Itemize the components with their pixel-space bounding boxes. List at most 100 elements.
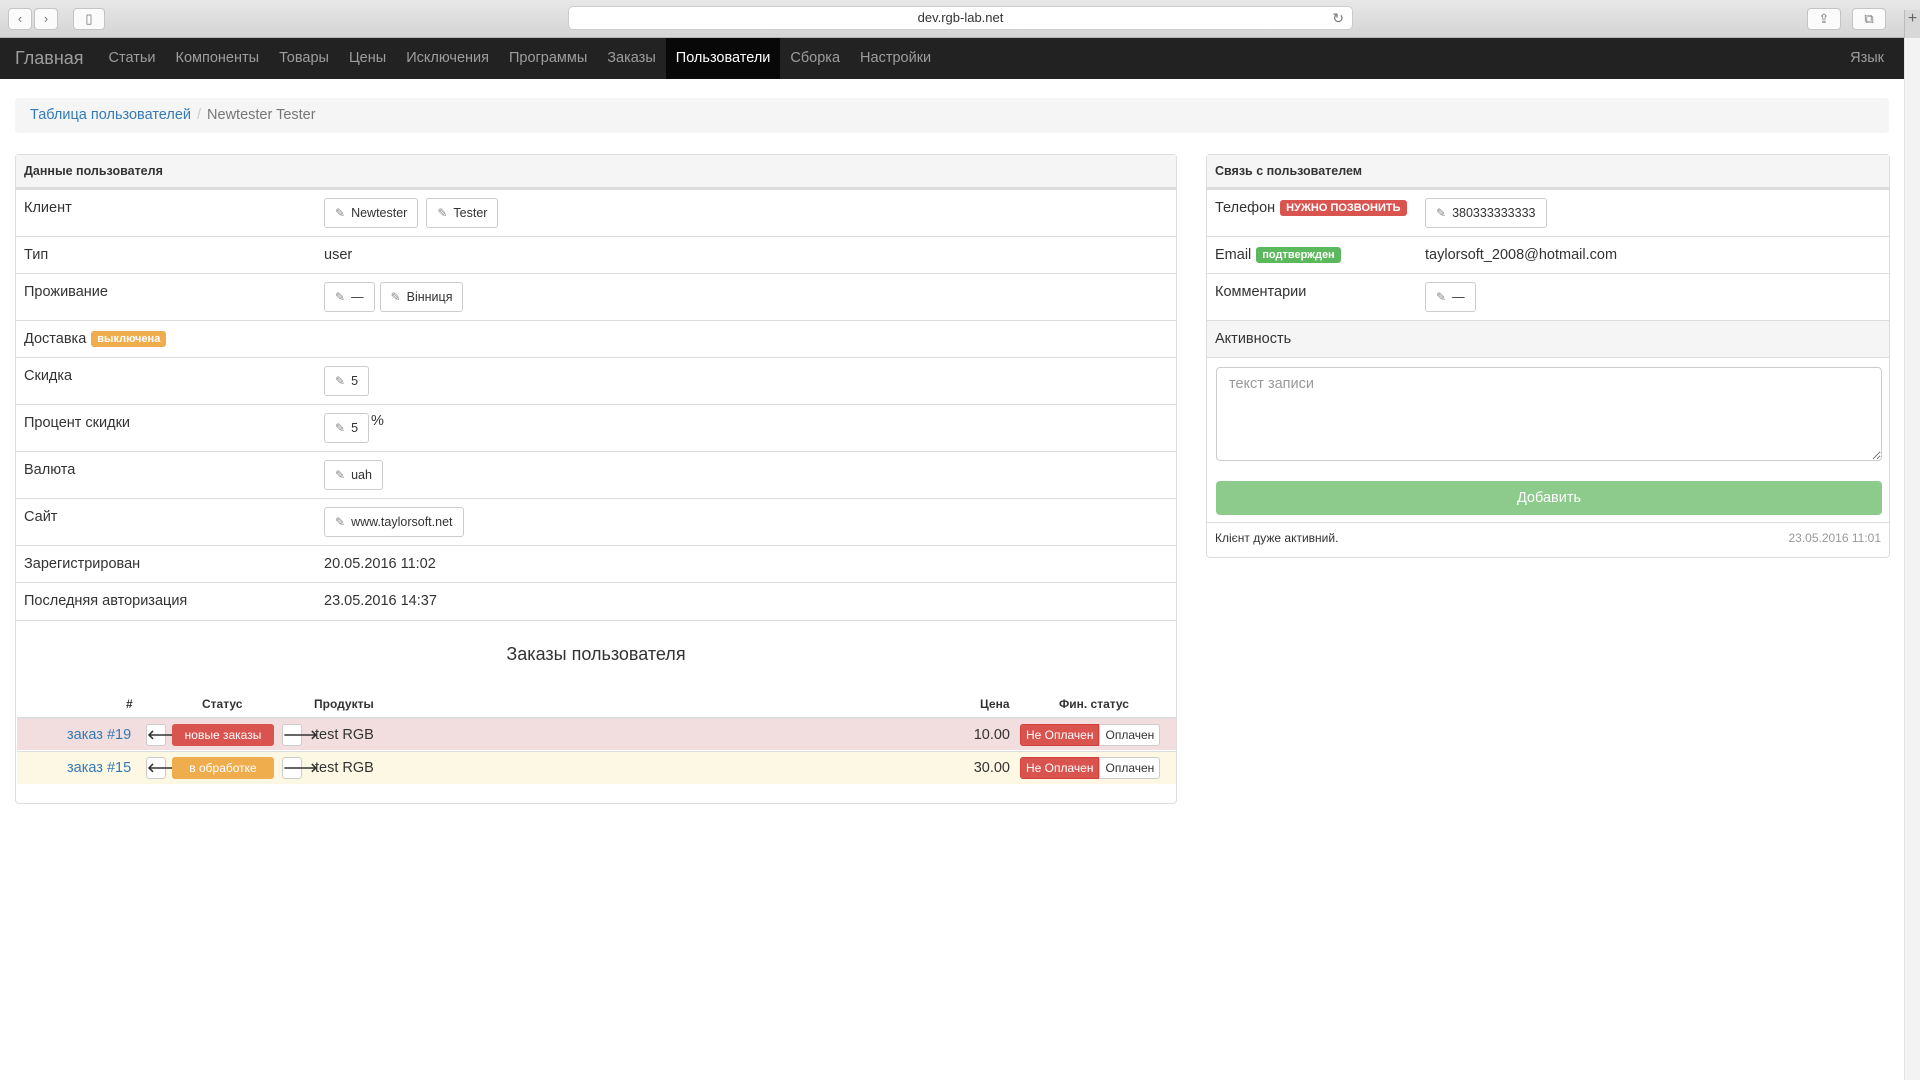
row-phone: Телефон НУЖНО ПОЗВОНИТЬ ✎ 380333333333 bbox=[1207, 190, 1889, 237]
activity-textarea[interactable] bbox=[1216, 367, 1882, 461]
edit-city-button[interactable]: ✎ Вінниця bbox=[379, 282, 464, 312]
nav-item-articles[interactable]: Статьи bbox=[108, 50, 156, 66]
label: Зарегистрирован bbox=[24, 556, 141, 572]
label: Email bbox=[1215, 247, 1252, 263]
order-row: заказ #15 🡐 в обработке 🡒 test RGB 30.00… bbox=[17, 751, 1176, 784]
call-needed-badge: НУЖНО ПОЗВОНИТЬ bbox=[1280, 200, 1407, 216]
edit-discount-percent-button[interactable]: ✎ 5 bbox=[324, 413, 370, 443]
sidebar-toggle-icon[interactable]: ▯ bbox=[73, 8, 105, 30]
order-row: заказ #19 🡐 новые заказы 🡒 test RGB 10.0… bbox=[17, 717, 1176, 750]
order-link[interactable]: заказ #19 bbox=[67, 727, 132, 743]
edit-last-name-button[interactable]: ✎ Tester bbox=[426, 198, 499, 228]
edit-first-name-button[interactable]: ✎ Newtester bbox=[324, 198, 419, 228]
browser-chrome: ‹ › ▯ dev.rgb-lab.net ↻ ⇪ ⧉ + bbox=[0, 0, 1920, 38]
row-residence: Проживание ✎ — ✎ Вінниця bbox=[16, 274, 1176, 321]
label: Сайт bbox=[24, 509, 58, 525]
pencil-icon: ✎ bbox=[335, 421, 346, 435]
edit-comments-button[interactable]: ✎ — bbox=[1425, 282, 1476, 312]
value: 23.05.2016 14:37 bbox=[324, 593, 437, 609]
scrollbar[interactable] bbox=[1904, 38, 1920, 1080]
value: www.taylorsoft.net bbox=[351, 515, 453, 529]
back-button[interactable]: ‹ bbox=[8, 8, 32, 30]
nav-item-assembly[interactable]: Сборка bbox=[790, 50, 841, 66]
order-link[interactable]: заказ #15 bbox=[67, 760, 132, 776]
value: — bbox=[351, 290, 364, 304]
user-data-panel: Данные пользователя Клиент ✎ Newtester ✎ T… bbox=[15, 154, 1177, 804]
nav-item-products[interactable]: Товары bbox=[279, 50, 329, 66]
new-tab-button[interactable]: + bbox=[1904, 10, 1920, 38]
fin-status-toggle: Не Оплачен Оплачен bbox=[1020, 724, 1161, 746]
activity-entry: Клієнт дуже активний. 23.05.2016 11:01 bbox=[1207, 522, 1889, 553]
address-bar[interactable]: dev.rgb-lab.net ↻ bbox=[568, 6, 1353, 30]
paid-button[interactable]: Оплачен bbox=[1099, 757, 1161, 779]
pencil-icon: ✎ bbox=[335, 468, 346, 482]
nav-brand[interactable]: Главная bbox=[15, 48, 84, 68]
fin-status-toggle: Не Оплачен Оплачен bbox=[1020, 757, 1161, 779]
order-product: test RGB bbox=[315, 760, 374, 776]
forward-button[interactable]: › bbox=[34, 8, 58, 30]
email-value: taylorsoft_2008@hotmail.com bbox=[1425, 247, 1618, 263]
unpaid-button[interactable]: Не Оплачен bbox=[1020, 757, 1100, 779]
row-comments: Комментарии ✎ — bbox=[1207, 274, 1889, 321]
language-menu[interactable]: Язык bbox=[1850, 50, 1884, 66]
nav-item-users[interactable]: Пользователи bbox=[665, 38, 781, 79]
activity-timestamp: 23.05.2016 11:01 bbox=[1788, 531, 1881, 545]
label: Скидка bbox=[24, 368, 73, 384]
pencil-icon: ✎ bbox=[437, 206, 448, 220]
label: Валюта bbox=[24, 462, 76, 478]
orders-title: Заказы пользователя bbox=[506, 644, 686, 664]
edit-region-button[interactable]: ✎ — bbox=[324, 282, 375, 312]
order-status-badge[interactable]: новые заказы bbox=[172, 724, 274, 746]
paid-button[interactable]: Оплачен bbox=[1099, 724, 1161, 746]
pencil-icon: ✎ bbox=[1436, 206, 1447, 220]
breadcrumb: Таблица пользователей / Newtester Tester bbox=[15, 98, 1889, 133]
label: Клиент bbox=[24, 200, 72, 216]
panel-title: Связь с пользователем bbox=[1207, 155, 1889, 190]
row-discount: Скидка ✎ 5 bbox=[16, 358, 1176, 405]
add-activity-button[interactable]: Добавить bbox=[1216, 481, 1882, 515]
label: Последняя авторизация bbox=[24, 593, 188, 609]
edit-currency-button[interactable]: ✎ uah bbox=[324, 460, 383, 490]
value: user bbox=[324, 247, 353, 263]
nav-item-orders[interactable]: Заказы bbox=[607, 50, 656, 66]
pencil-icon: ✎ bbox=[335, 515, 346, 529]
row-client: Клиент ✎ Newtester ✎ Tester bbox=[16, 190, 1176, 237]
breadcrumb-users-table[interactable]: Таблица пользователей bbox=[30, 107, 192, 123]
label: Процент скидки bbox=[24, 415, 131, 431]
order-price: 10.00 bbox=[973, 727, 1010, 743]
tabs-icon[interactable]: ⧉ bbox=[1852, 8, 1886, 30]
edit-phone-button[interactable]: ✎ 380333333333 bbox=[1425, 198, 1547, 228]
percent-sign: % bbox=[371, 413, 384, 429]
nav-item-components[interactable]: Компоненты bbox=[175, 50, 260, 66]
row-site: Сайт ✎ www.taylorsoft.net bbox=[16, 499, 1176, 546]
row-type: Тип user bbox=[16, 237, 1176, 274]
nav-item-settings[interactable]: Настройки bbox=[860, 50, 932, 66]
arrow-left-icon[interactable]: 🡐 bbox=[146, 724, 182, 746]
order-price: 30.00 bbox=[973, 760, 1010, 776]
row-last-login: Последняя авторизация 23.05.2016 14:37 bbox=[16, 583, 1176, 621]
edit-discount-button[interactable]: ✎ 5 bbox=[324, 366, 370, 396]
arrow-right-icon[interactable]: 🡒 bbox=[282, 724, 318, 746]
email-confirmed-badge: подтвержден bbox=[1256, 247, 1341, 263]
label: Тип bbox=[24, 247, 49, 263]
reload-icon[interactable]: ↻ bbox=[1332, 10, 1344, 26]
share-icon[interactable]: ⇪ bbox=[1807, 8, 1841, 30]
activity-header: Активность bbox=[1207, 321, 1889, 358]
navbar: Главная Статьи Компоненты Товары Цены Ис… bbox=[0, 38, 1904, 79]
unpaid-button[interactable]: Не Оплачен bbox=[1020, 724, 1100, 746]
arrow-left-icon[interactable]: 🡐 bbox=[146, 757, 182, 779]
pencil-icon: ✎ bbox=[335, 290, 346, 304]
row-delivery: Доставка выключена bbox=[16, 321, 1176, 358]
order-status-badge[interactable]: в обработке bbox=[172, 757, 274, 779]
nav-item-prices[interactable]: Цены bbox=[348, 50, 387, 66]
value: uah bbox=[351, 468, 372, 482]
nav-item-programs[interactable]: Программы bbox=[508, 50, 588, 66]
nav-item-exclusions[interactable]: Исключения bbox=[406, 50, 489, 66]
col-header-fin-status: Фин. статус bbox=[1059, 697, 1129, 711]
col-header-products: Продукты bbox=[314, 697, 374, 711]
pencil-icon: ✎ bbox=[1436, 290, 1447, 304]
edit-site-button[interactable]: ✎ www.taylorsoft.net bbox=[324, 507, 464, 537]
arrow-right-icon[interactable]: 🡒 bbox=[282, 757, 318, 779]
value: Newtester bbox=[351, 206, 408, 220]
value: Tester bbox=[453, 206, 488, 220]
